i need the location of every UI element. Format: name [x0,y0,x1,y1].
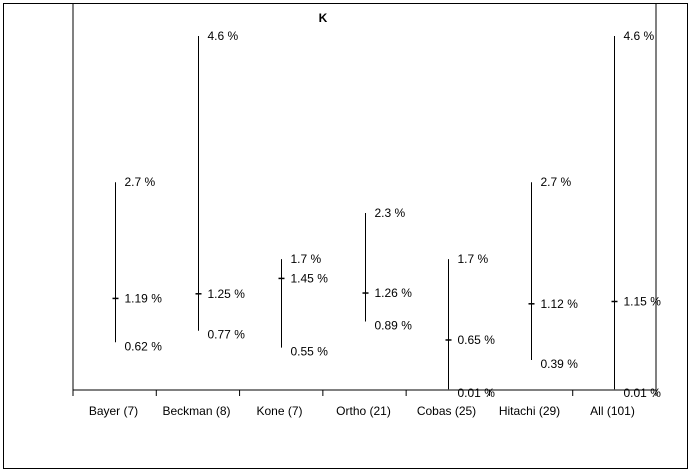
mid-label: 1.12 % [541,297,579,311]
chart-frame [3,3,688,469]
category-label: Cobas (25) [417,404,476,418]
category-label: Hitachi (29) [499,404,560,418]
mid-label: 1.19 % [125,291,163,305]
chart-title: K [319,11,328,25]
category-labels: Bayer (7) Beckman (8) Kone (7) Ortho (21) Co… [89,404,635,418]
high-label: 1.7 % [291,252,322,266]
mid-label: 1.45 % [291,271,329,285]
high-label: 2.3 % [375,206,406,220]
high-label: 2.7 % [541,175,572,189]
category-label: All (101) [590,404,635,418]
chart-marks: 2.7 % 1.19 % 0.62 % 4.6 % 1.25 % 0.77 % 1.7 % 1… [112,29,662,400]
mid-label: 0.65 % [458,333,496,347]
category-label: Kone (7) [256,404,302,418]
category-label: Bayer (7) [89,404,138,418]
mid-label: 1.25 % [208,287,246,301]
category-label: Ortho (21) [336,404,391,418]
high-label: 2.7 % [125,175,156,189]
low-label: 0.62 % [125,339,163,353]
low-label: 0.01 % [458,386,496,400]
low-label: 0.77 % [208,328,246,342]
category-label: Beckman (8) [162,404,230,418]
x-ticks [72,390,657,396]
low-label: 0.55 % [291,345,329,359]
low-label: 0.01 % [624,386,662,400]
low-label: 0.89 % [375,319,413,333]
mid-label: 1.26 % [375,286,413,300]
high-label: 1.7 % [458,252,489,266]
low-label: 0.39 % [541,357,579,371]
high-label: 4.6 % [624,29,655,43]
high-label: 4.6 % [208,29,239,43]
mid-label: 1.15 % [624,295,662,309]
